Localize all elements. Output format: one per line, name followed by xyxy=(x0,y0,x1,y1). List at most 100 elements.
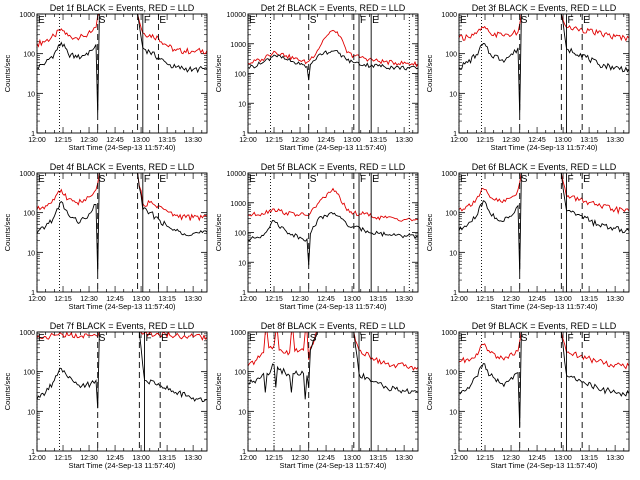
events-series-line xyxy=(37,332,207,409)
y-tick-label: 1000 xyxy=(19,12,35,19)
x-tick-label: 12:15 xyxy=(265,455,283,462)
marker-label: E xyxy=(249,333,256,344)
y-tick-label: 1 xyxy=(453,449,457,456)
x-tick-label: 12:45 xyxy=(106,296,124,303)
x-tick-label: 13:30 xyxy=(606,137,624,144)
events-series-line xyxy=(459,14,629,115)
y-tick-label: 100 xyxy=(445,52,457,59)
y-axis-label: Counts/sec xyxy=(3,372,12,410)
marker-label: S xyxy=(99,174,106,185)
y-tick-label: 1 xyxy=(453,131,457,138)
x-axis-label: Start Time (24-Sep-13 11:57:40) xyxy=(69,302,177,311)
y-tick-label: 10 xyxy=(27,91,35,98)
y-tick-label: 10 xyxy=(27,409,35,416)
lld-series-line xyxy=(248,29,418,68)
x-tick-label: 13:15 xyxy=(580,455,598,462)
marker-label: F xyxy=(144,15,150,26)
x-axis-label: Start Time (24-Sep-13 11:57:40) xyxy=(280,302,388,311)
panel-title: Det 7f BLACK = Events, RED = LLD xyxy=(50,321,195,331)
x-tick-label: 12:15 xyxy=(54,455,72,462)
lld-series-line xyxy=(248,187,418,222)
panel-title: Det 5f BLACK = Events, RED = LLD xyxy=(261,162,406,172)
y-tick-label: 10 xyxy=(449,409,457,416)
plot-frame xyxy=(247,331,419,452)
x-tick-label: 13:30 xyxy=(184,137,202,144)
y-tick-label: 10000 xyxy=(227,171,247,178)
y-tick-label: 1 xyxy=(242,131,246,138)
y-tick-label: 10 xyxy=(449,250,457,257)
x-tick-label: 13:15 xyxy=(158,137,176,144)
x-tick-label: 12:00 xyxy=(450,455,468,462)
events-series-line xyxy=(248,50,418,81)
x-tick-label: 12:45 xyxy=(317,455,335,462)
x-tick-label: 12:00 xyxy=(28,137,46,144)
lld-series-line xyxy=(459,332,629,370)
x-tick-label: 12:30 xyxy=(80,296,98,303)
marker-label: E xyxy=(460,174,467,185)
panel-det-8f: Det 8f BLACK = Events, RED = LLD 1 10 100 10… xyxy=(214,321,419,470)
panel-det-5f: Det 5f BLACK = Events, RED = LLD 1 10 100 10… xyxy=(214,162,419,311)
plot-frame xyxy=(36,13,208,134)
panel-det-7f: Det 7f BLACK = Events, RED = LLD 1 10 100 10… xyxy=(3,321,208,470)
x-tick-label: 13:30 xyxy=(606,296,624,303)
x-tick-label: 13:15 xyxy=(158,296,176,303)
y-tick-label: 100 xyxy=(234,72,246,79)
y-axis-label: Counts/sec xyxy=(214,54,223,92)
panel-title: Det 2f BLACK = Events, RED = LLD xyxy=(261,3,406,13)
x-tick-label: 13:15 xyxy=(369,137,387,144)
y-axis-label: Counts/sec xyxy=(214,213,223,251)
marker-label: E xyxy=(161,333,168,344)
x-tick-label: 13:30 xyxy=(184,455,202,462)
x-axis-label: Start Time (24-Sep-13 11:57:40) xyxy=(491,143,599,152)
x-tick-label: 12:30 xyxy=(291,296,309,303)
y-tick-label: 1000 xyxy=(230,42,246,49)
panel-title: Det 3f BLACK = Events, RED = LLD xyxy=(472,3,617,13)
marker-label: S xyxy=(99,15,106,26)
marker-label: S xyxy=(99,333,106,344)
marker-label: E xyxy=(38,174,45,185)
events-series-line xyxy=(459,332,629,428)
marker-label: F xyxy=(144,174,150,185)
x-tick-label: 12:30 xyxy=(80,455,98,462)
x-axis-label: Start Time (24-Sep-13 11:57:40) xyxy=(280,143,388,152)
lld-series-line xyxy=(37,14,207,55)
events-series-line xyxy=(248,332,418,400)
y-tick-label: 1000 xyxy=(19,171,35,178)
x-tick-label: 13:00 xyxy=(343,296,361,303)
plot-frame xyxy=(458,172,630,293)
x-tick-label: 12:45 xyxy=(528,455,546,462)
y-tick-label: 1000 xyxy=(230,330,246,337)
y-tick-label: 1000 xyxy=(441,12,457,19)
panel-title: Det 1f BLACK = Events, RED = LLD xyxy=(50,3,195,13)
plot-frame xyxy=(247,172,419,293)
marker-label: S xyxy=(521,15,528,26)
marker-label: E xyxy=(460,15,467,26)
y-tick-label: 1 xyxy=(242,449,246,456)
x-tick-label: 12:00 xyxy=(450,296,468,303)
y-axis-label: Counts/sec xyxy=(425,213,434,251)
panel-title: Det 6f BLACK = Events, RED = LLD xyxy=(472,162,617,172)
plot-frame xyxy=(36,172,208,293)
events-series-line xyxy=(37,14,207,115)
marker-label: F xyxy=(360,174,366,185)
marker-label: S xyxy=(310,15,317,26)
x-tick-label: 12:15 xyxy=(54,296,72,303)
marker-label: E xyxy=(159,174,166,185)
marker-label: S xyxy=(310,174,317,185)
y-tick-label: 1000 xyxy=(441,330,457,337)
x-tick-label: 12:00 xyxy=(450,137,468,144)
x-tick-label: 13:30 xyxy=(395,137,413,144)
x-tick-label: 12:15 xyxy=(476,296,494,303)
x-tick-label: 13:30 xyxy=(184,296,202,303)
marker-label: F xyxy=(568,15,574,26)
x-axis-label: Start Time (24-Sep-13 11:57:40) xyxy=(69,461,177,470)
x-tick-label: 12:00 xyxy=(239,137,257,144)
panel-title: Det 9f BLACK = Events, RED = LLD xyxy=(472,321,617,331)
x-tick-label: 12:15 xyxy=(54,137,72,144)
x-axis-label: Start Time (24-Sep-13 11:57:40) xyxy=(491,461,599,470)
lld-series-line xyxy=(248,332,418,371)
y-tick-label: 100 xyxy=(445,370,457,377)
x-tick-label: 12:45 xyxy=(106,455,124,462)
y-tick-label: 1 xyxy=(453,290,457,297)
panel-det-6f: Det 6f BLACK = Events, RED = LLD 1 10 100 10… xyxy=(425,162,630,311)
